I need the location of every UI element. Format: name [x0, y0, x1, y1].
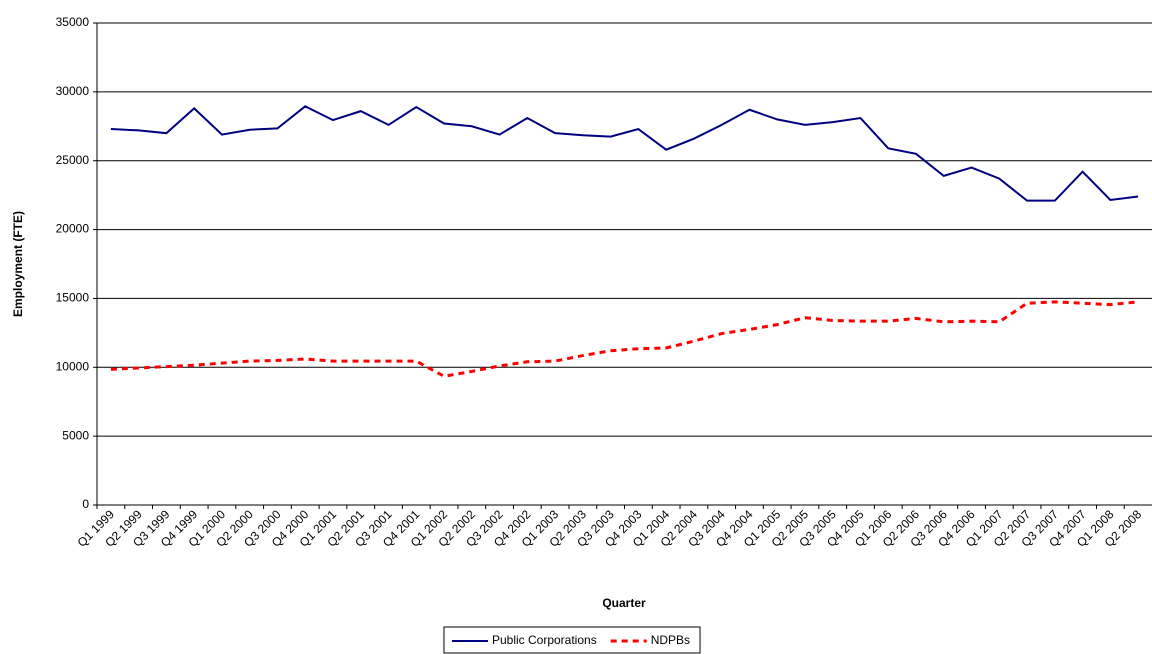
series-line [110, 300, 1139, 378]
y-tick-label: 30000 [56, 84, 90, 98]
x-axis-label: Quarter [602, 596, 646, 610]
y-tick-label: 25000 [56, 153, 90, 167]
y-tick-label: 5000 [62, 428, 89, 442]
y-tick-label: 35000 [56, 15, 90, 29]
y-tick-label: 15000 [56, 291, 90, 305]
legend: Public Corporations NDPBs [443, 626, 701, 654]
y-tick-label: 20000 [56, 222, 90, 236]
y-tick-label: 10000 [56, 359, 90, 373]
y-tick-label: 0 [82, 497, 89, 511]
legend-label: NDPBs [651, 633, 690, 647]
legend-label: Public Corporations [492, 633, 597, 647]
series-line [110, 105, 1139, 202]
y-axis-label: Employment (FTE) [11, 211, 25, 317]
